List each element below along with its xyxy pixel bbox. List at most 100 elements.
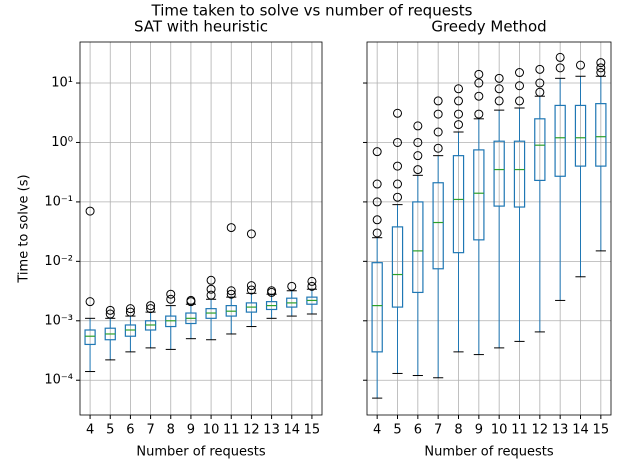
- x-tick-label: 12: [532, 423, 549, 438]
- x-tick-label: 13: [552, 423, 569, 438]
- flier: [226, 223, 236, 233]
- flier: [535, 64, 545, 74]
- flier: [246, 229, 256, 239]
- x-tick-label: 9: [475, 423, 483, 438]
- x-tick-label: 6: [414, 423, 422, 438]
- flier: [535, 78, 545, 88]
- box: [84, 329, 96, 346]
- x-tick-label: 11: [511, 423, 528, 438]
- flier: [105, 309, 115, 319]
- flier: [166, 289, 176, 299]
- flier: [125, 304, 135, 314]
- flier: [393, 108, 402, 118]
- flier: [267, 286, 277, 296]
- flier: [433, 127, 443, 137]
- flier: [307, 276, 317, 286]
- x-tick-label: 7: [146, 423, 154, 438]
- x-axis-label: Number of requests: [424, 445, 553, 460]
- flier: [555, 63, 565, 73]
- x-tick-label: 12: [243, 423, 260, 438]
- flier: [372, 147, 382, 157]
- flier: [206, 284, 216, 294]
- flier: [125, 307, 135, 317]
- flier: [166, 294, 176, 304]
- flier: [515, 96, 524, 106]
- flier: [474, 91, 484, 101]
- flier: [474, 69, 484, 79]
- flier: [186, 295, 196, 305]
- box: [574, 104, 587, 167]
- x-tick-label: 14: [572, 423, 589, 438]
- flier: [596, 63, 606, 73]
- box: [391, 226, 404, 308]
- flier: [372, 228, 382, 238]
- flier: [287, 281, 297, 291]
- x-tick-label: 5: [106, 423, 114, 438]
- flier: [596, 68, 606, 78]
- y-axis-label: Time to solve (s): [17, 174, 32, 283]
- y-tick-label: 10⁻³: [44, 313, 73, 328]
- flier: [535, 87, 545, 97]
- flier: [515, 81, 524, 91]
- flier: [105, 305, 115, 315]
- flier: [226, 289, 236, 299]
- axes-title: Greedy Method: [431, 18, 546, 36]
- flier: [494, 96, 504, 106]
- flier: [433, 143, 443, 153]
- flier: [246, 281, 256, 291]
- x-tick-label: 13: [263, 423, 280, 438]
- flier: [474, 78, 484, 88]
- box: [452, 155, 465, 254]
- flier: [515, 68, 524, 78]
- flier: [474, 109, 484, 119]
- flier: [413, 165, 423, 175]
- flier: [372, 179, 382, 189]
- x-tick-label: 8: [167, 423, 175, 438]
- flier: [206, 290, 216, 300]
- flier: [372, 215, 382, 225]
- flier: [494, 73, 504, 83]
- x-tick-label: 4: [373, 423, 381, 438]
- flier: [393, 192, 402, 202]
- flier: [85, 206, 95, 216]
- x-tick-label: 4: [86, 423, 94, 438]
- flier: [413, 151, 423, 161]
- flier: [393, 161, 402, 171]
- y-tick-label: 10⁻⁴: [44, 373, 73, 388]
- x-tick-label: 10: [203, 423, 220, 438]
- flier: [372, 197, 382, 207]
- box: [595, 103, 607, 167]
- flier: [454, 109, 463, 119]
- x-tick-label: 14: [283, 423, 300, 438]
- x-axis-label: Number of requests: [136, 445, 265, 460]
- x-tick-label: 15: [593, 423, 610, 438]
- y-tick-label: 10⁻¹: [44, 194, 73, 209]
- flier: [454, 84, 463, 94]
- axes-title: SAT with heuristic: [134, 18, 268, 36]
- box: [554, 104, 566, 177]
- axes-frame: [366, 41, 612, 416]
- flier: [85, 297, 95, 307]
- box: [124, 324, 137, 337]
- axes-frame: [79, 41, 323, 416]
- x-tick-label: 7: [434, 423, 442, 438]
- x-tick-label: 9: [187, 423, 195, 438]
- flier: [393, 179, 402, 189]
- flier: [433, 96, 443, 106]
- y-tick-label: 10⁰: [51, 135, 73, 150]
- flier: [433, 109, 443, 119]
- box: [513, 140, 526, 208]
- flier: [576, 60, 585, 70]
- flier: [413, 137, 423, 147]
- x-tick-label: 6: [126, 423, 134, 438]
- x-tick-label: 11: [223, 423, 240, 438]
- box: [412, 201, 424, 294]
- flier: [555, 52, 565, 62]
- flier: [146, 301, 156, 311]
- box: [473, 149, 485, 241]
- x-tick-label: 10: [491, 423, 508, 438]
- flier: [596, 58, 606, 68]
- figure-title: Time taken to solve vs number of request…: [151, 2, 473, 20]
- flier: [393, 137, 402, 147]
- box: [534, 118, 546, 182]
